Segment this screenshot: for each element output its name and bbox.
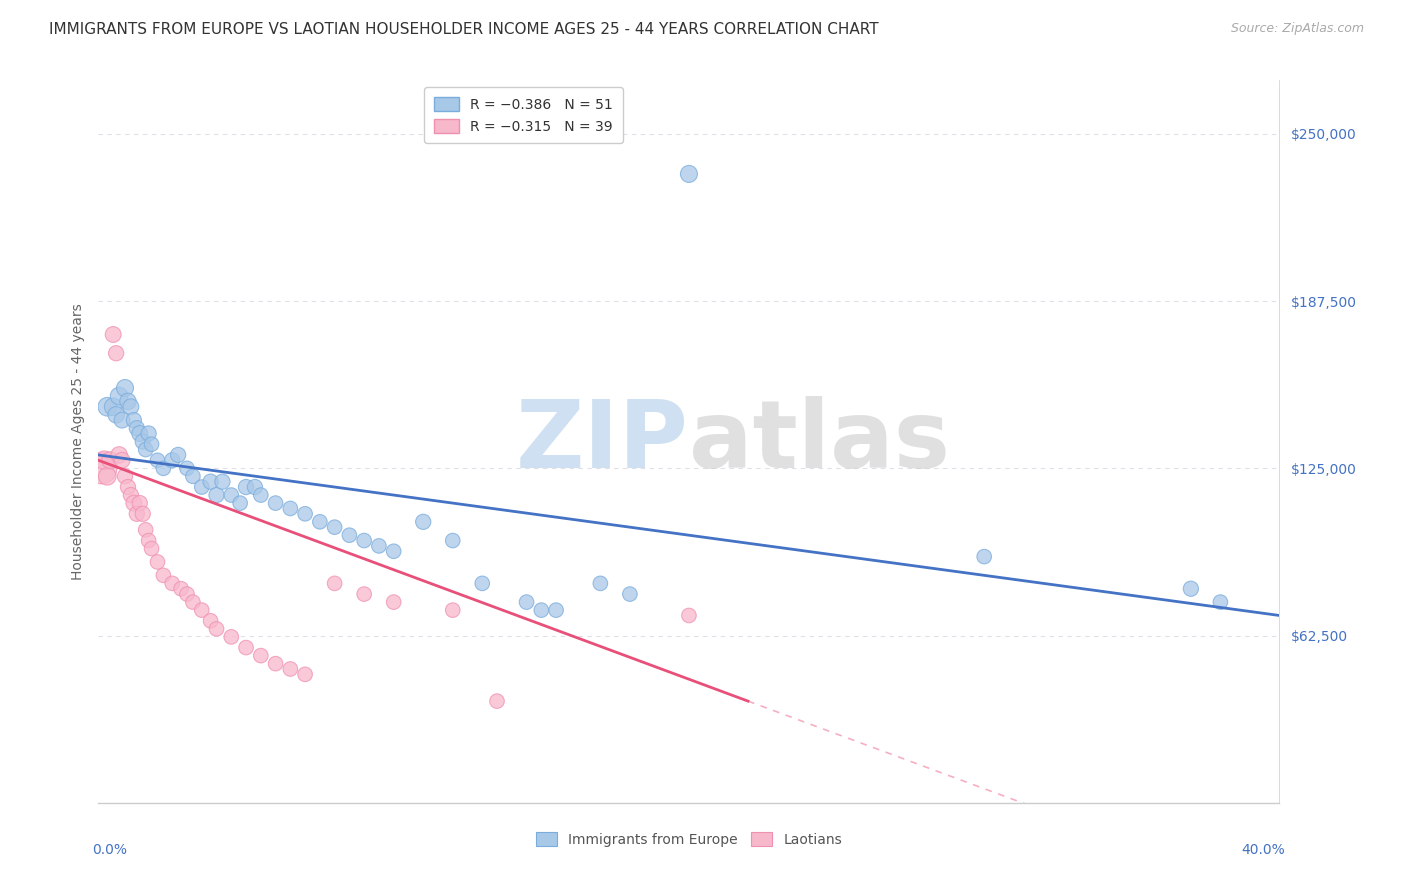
- Point: [250, 648, 273, 663]
- Point: [128, 496, 150, 510]
- Point: [120, 488, 142, 502]
- Point: [135, 523, 157, 537]
- Point: [103, 327, 125, 342]
- Point: [294, 667, 316, 681]
- Point: [181, 595, 204, 609]
- Point: [176, 587, 198, 601]
- Point: [353, 533, 375, 548]
- Point: [678, 608, 700, 623]
- Point: [339, 528, 361, 542]
- Point: [250, 488, 273, 502]
- Point: [243, 480, 266, 494]
- Point: [176, 461, 198, 475]
- Point: [128, 426, 150, 441]
- Point: [141, 437, 163, 451]
- Point: [235, 640, 257, 655]
- Point: [678, 167, 700, 181]
- Point: [353, 587, 375, 601]
- Text: ZIP: ZIP: [516, 395, 689, 488]
- Point: [138, 533, 160, 548]
- Point: [105, 346, 128, 360]
- Point: [93, 453, 115, 467]
- Text: atlas: atlas: [689, 395, 950, 488]
- Point: [167, 448, 190, 462]
- Point: [264, 657, 287, 671]
- Point: [546, 603, 568, 617]
- Point: [122, 496, 145, 510]
- Point: [111, 413, 134, 427]
- Point: [122, 413, 145, 427]
- Point: [120, 400, 142, 414]
- Point: [146, 555, 169, 569]
- Point: [382, 595, 405, 609]
- Point: [205, 622, 228, 636]
- Point: [619, 587, 641, 601]
- Point: [323, 520, 346, 534]
- Point: [90, 461, 112, 475]
- Point: [323, 576, 346, 591]
- Point: [973, 549, 995, 564]
- Text: Source: ZipAtlas.com: Source: ZipAtlas.com: [1230, 22, 1364, 36]
- Point: [135, 442, 157, 457]
- Point: [111, 453, 134, 467]
- Point: [280, 501, 302, 516]
- Point: [530, 603, 553, 617]
- Point: [108, 389, 131, 403]
- Point: [589, 576, 612, 591]
- Point: [441, 533, 464, 548]
- Point: [114, 381, 136, 395]
- Point: [368, 539, 391, 553]
- Point: [235, 480, 257, 494]
- Point: [191, 480, 214, 494]
- Point: [117, 480, 139, 494]
- Point: [105, 408, 128, 422]
- Point: [162, 453, 183, 467]
- Point: [117, 394, 139, 409]
- Text: IMMIGRANTS FROM EUROPE VS LAOTIAN HOUSEHOLDER INCOME AGES 25 - 44 YEARS CORRELAT: IMMIGRANTS FROM EUROPE VS LAOTIAN HOUSEH…: [49, 22, 879, 37]
- Point: [125, 421, 148, 435]
- Point: [441, 603, 464, 617]
- Point: [229, 496, 252, 510]
- Point: [125, 507, 148, 521]
- Point: [114, 469, 136, 483]
- Point: [221, 488, 243, 502]
- Point: [471, 576, 494, 591]
- Point: [103, 400, 125, 414]
- Point: [486, 694, 509, 708]
- Point: [181, 469, 204, 483]
- Point: [152, 568, 174, 582]
- Point: [309, 515, 332, 529]
- Point: [1180, 582, 1202, 596]
- Point: [264, 496, 287, 510]
- Point: [280, 662, 302, 676]
- Point: [221, 630, 243, 644]
- Point: [200, 475, 222, 489]
- Point: [516, 595, 538, 609]
- Point: [96, 400, 118, 414]
- Text: 40.0%: 40.0%: [1241, 843, 1285, 856]
- Point: [138, 426, 160, 441]
- Point: [98, 453, 121, 467]
- Point: [382, 544, 405, 558]
- Point: [141, 541, 163, 556]
- Point: [162, 576, 183, 591]
- Point: [132, 434, 155, 449]
- Point: [294, 507, 316, 521]
- Point: [96, 469, 118, 483]
- Point: [146, 453, 169, 467]
- Point: [200, 614, 222, 628]
- Point: [132, 507, 155, 521]
- Point: [205, 488, 228, 502]
- Point: [108, 448, 131, 462]
- Point: [1209, 595, 1232, 609]
- Text: 0.0%: 0.0%: [93, 843, 128, 856]
- Legend: Immigrants from Europe, Laotians: Immigrants from Europe, Laotians: [529, 825, 849, 854]
- Point: [170, 582, 193, 596]
- Point: [211, 475, 233, 489]
- Point: [412, 515, 434, 529]
- Y-axis label: Householder Income Ages 25 - 44 years: Householder Income Ages 25 - 44 years: [70, 303, 84, 580]
- Point: [152, 461, 174, 475]
- Point: [191, 603, 214, 617]
